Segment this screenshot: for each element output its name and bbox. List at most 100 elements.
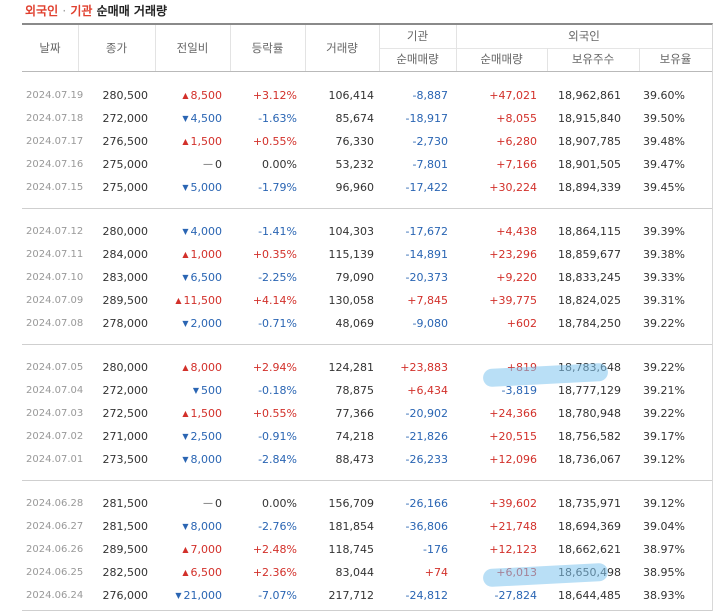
down-arrow-icon: ▼	[182, 319, 189, 328]
table-row: 2024.07.12 280,000 ▼ 4,000 -1.41% 104,303 -17,…	[22, 220, 712, 243]
inst-net-cell: -9,080	[412, 317, 448, 330]
rate-cell: -2.76%	[258, 520, 297, 533]
close-cell: 275,000	[102, 181, 149, 194]
date-cell: 2024.07.12	[26, 226, 84, 237]
foreign-hold-cell: 18,901,505	[558, 158, 621, 171]
inst-net-cell: +74	[424, 566, 448, 579]
inst-net-cell: -20,373	[405, 271, 448, 284]
inst-net-cell: -26,166	[405, 497, 448, 510]
volume-cell: 96,960	[335, 181, 375, 194]
change-cell: ▲ 1,000	[148, 243, 222, 266]
header-foreign: 외국인	[456, 25, 712, 49]
close-cell: 275,000	[102, 158, 149, 171]
foreign-hold-cell: 18,694,369	[558, 520, 621, 533]
change-cell: ▼ 6,500	[148, 266, 222, 289]
flat-dash-icon: —	[203, 498, 213, 509]
foreign-hold-cell: 18,859,677	[558, 248, 621, 261]
foreign-ratio-cell: 38.93%	[643, 589, 685, 602]
foreign-ratio-cell: 39.12%	[643, 453, 685, 466]
header-institution: 기관	[379, 25, 456, 49]
row-group: 2024.07.05 280,000 ▲ 8,000 +2.94% 124,281 +23,…	[22, 345, 712, 481]
foreign-net-cell: +24,366	[489, 407, 537, 420]
foreign-hold-cell: 18,907,785	[558, 135, 621, 148]
change-value: 2,000	[190, 317, 223, 330]
inst-net-cell: +7,845	[407, 294, 448, 307]
up-arrow-icon: ▲	[182, 91, 189, 100]
foreign-hold-cell: 18,864,115	[558, 225, 621, 238]
volume-cell: 83,044	[335, 566, 375, 579]
foreign-ratio-cell: 39.47%	[643, 158, 685, 171]
header-foreign-hold: 보유주수	[571, 52, 615, 66]
inst-net-cell: -7,801	[412, 158, 448, 171]
change-cell: ▼ 500	[148, 379, 222, 402]
change-cell: ▲ 7,000	[148, 538, 222, 561]
date-cell: 2024.07.09	[26, 295, 84, 306]
down-arrow-icon: ▼	[175, 591, 182, 600]
table-row: 2024.07.03 272,500 ▲ 1,500 +0.55% 77,366 -20,9…	[22, 402, 712, 425]
change-value: 5,000	[190, 181, 223, 194]
foreign-net-cell: +6,280	[496, 135, 537, 148]
close-cell: 281,500	[102, 520, 149, 533]
down-arrow-icon: ▼	[182, 455, 189, 464]
rate-cell: +0.35%	[252, 248, 297, 261]
rate-cell: -1.63%	[258, 112, 297, 125]
foreign-net-cell: +47,021	[489, 89, 537, 102]
rate-cell: -7.07%	[258, 589, 297, 602]
foreign-hold-cell: 18,894,339	[558, 181, 621, 194]
rate-cell: -0.18%	[258, 384, 297, 397]
table-row: 2024.07.02 271,000 ▼ 2,500 -0.91% 74,218 -21,8…	[22, 425, 712, 448]
down-arrow-icon: ▼	[182, 432, 189, 441]
close-cell: 278,000	[102, 317, 149, 330]
rate-cell: -2.25%	[258, 271, 297, 284]
foreign-net-cell: +23,296	[489, 248, 537, 261]
foreign-net-cell: +602	[506, 317, 537, 330]
volume-cell: 76,330	[335, 135, 375, 148]
change-value: 8,000	[190, 520, 223, 533]
close-cell: 284,000	[102, 248, 149, 261]
foreign-ratio-cell: 39.39%	[643, 225, 685, 238]
date-cell: 2024.06.26	[26, 544, 84, 555]
inst-net-cell: -26,233	[405, 453, 448, 466]
table-header: 날짜 종가 전일비 등락률 거래량 기관 순매매량 외국인 순매매량 보유주수 …	[22, 25, 712, 72]
table-row: 2024.06.24 276,000 ▼ 21,000 -7.07% 217,712 -24…	[22, 584, 712, 607]
foreign-net-cell: +9,220	[496, 271, 537, 284]
foreign-ratio-cell: 39.22%	[643, 361, 685, 374]
change-cell: ▲ 6,500	[148, 561, 222, 584]
foreign-ratio-cell: 38.95%	[643, 566, 685, 579]
volume-cell: 85,674	[335, 112, 375, 125]
header-foreign-net: 순매매량	[480, 52, 523, 66]
foreign-net-cell: +39,602	[489, 497, 537, 510]
foreign-net-cell: +30,224	[489, 181, 537, 194]
close-cell: 280,000	[102, 225, 149, 238]
foreign-net-cell: +20,515	[489, 430, 537, 443]
down-arrow-icon: ▼	[182, 183, 189, 192]
rate-cell: -1.41%	[258, 225, 297, 238]
title-rest: 순매매 거래량	[96, 4, 168, 18]
close-cell: 283,000	[102, 271, 149, 284]
change-cell: —0	[148, 153, 222, 176]
up-arrow-icon: ▲	[182, 250, 189, 259]
table-row: 2024.07.09 289,500 ▲ 11,500 +4.14% 130,058 +7,…	[22, 289, 712, 312]
volume-cell: 156,709	[328, 497, 375, 510]
down-arrow-icon: ▼	[182, 227, 189, 236]
row-group: 2024.07.12 280,000 ▼ 4,000 -1.41% 104,303 -17,…	[22, 209, 712, 345]
volume-cell: 53,232	[335, 158, 375, 171]
date-cell: 2024.07.19	[26, 90, 84, 101]
volume-cell: 74,218	[335, 430, 375, 443]
section-title: 외국인 · 기관 순매매 거래량	[25, 2, 167, 19]
change-value: 7,000	[190, 543, 223, 556]
volume-cell: 118,745	[328, 543, 375, 556]
change-cell: ▼ 8,000	[148, 448, 222, 471]
volume-cell: 79,090	[335, 271, 375, 284]
title-foreign: 외국인	[25, 4, 59, 18]
volume-cell: 77,366	[335, 407, 375, 420]
volume-cell: 217,712	[328, 589, 375, 602]
table-row: 2024.07.19 280,500 ▲ 8,500 +3.12% 106,414 -8,8…	[22, 84, 712, 107]
date-cell: 2024.07.04	[26, 385, 84, 396]
close-cell: 289,500	[102, 543, 149, 556]
up-arrow-icon: ▲	[175, 296, 182, 305]
header-date: 날짜	[39, 41, 61, 55]
change-cell: ▲ 11,500	[148, 289, 222, 312]
close-cell: 272,000	[102, 384, 149, 397]
close-cell: 282,500	[102, 566, 149, 579]
